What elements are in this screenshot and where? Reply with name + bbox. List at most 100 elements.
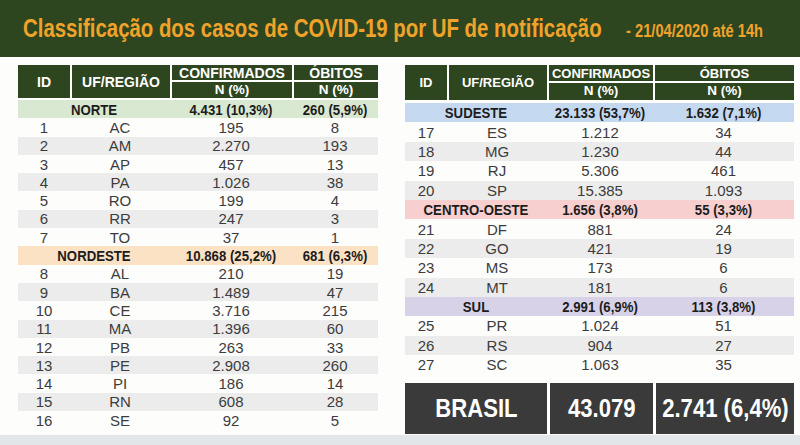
cell-id: 4 [18, 174, 70, 191]
brasil-confirmados: 43.079 [547, 383, 653, 434]
cell-obitos: 5 [292, 412, 378, 429]
cell-obitos: 60 [292, 320, 378, 337]
title-inner: Classificação dos casos de COVID-19 por … [23, 14, 763, 43]
cell-confirmados: 199 [170, 192, 292, 209]
col-header-confirmados-label: CONFIRMADOS [549, 65, 653, 83]
table-row: 27SC1.06335 [405, 355, 794, 374]
col-header-obitos: ÓBITOS N (%) [292, 65, 378, 98]
table-row: 16SE925 [18, 411, 378, 429]
cell-id: 24 [405, 279, 447, 296]
region-obitos: 113 (3,8%) [661, 298, 785, 315]
table-row: 10CE3.716215 [18, 301, 378, 319]
region-row-norte: NORTE4.431 (10,3%)260 (5,9%) [18, 100, 378, 118]
table-row: 4PA1.02638 [18, 173, 378, 191]
cell-uf: PB [70, 339, 170, 356]
cell-id: 6 [18, 210, 70, 227]
cell-id: 8 [18, 265, 70, 282]
cell-confirmados: 457 [170, 156, 292, 173]
brasil-label-text: BRASIL [435, 393, 517, 424]
cell-confirmados: 1.396 [170, 320, 292, 337]
cell-id: 21 [405, 221, 447, 238]
cell-obitos: 24 [653, 221, 794, 238]
cell-confirmados: 2.908 [170, 357, 292, 374]
region-row-sul: SUL2.991 (6,9%)113 (3,8%) [405, 297, 794, 316]
cell-id: 25 [405, 317, 447, 334]
cell-id: 3 [18, 156, 70, 173]
table-row: 23MS1736 [405, 258, 794, 277]
table-row: 1AC1958 [18, 118, 378, 136]
table-row: 14PI18614 [18, 374, 378, 392]
cell-id: 19 [405, 162, 447, 179]
cell-confirmados: 181 [547, 279, 653, 296]
cell-id: 27 [405, 356, 447, 373]
cell-id: 18 [405, 143, 447, 160]
cell-uf: RR [70, 210, 170, 227]
table-row: 18MG1.23044 [405, 142, 794, 161]
cell-id: 11 [18, 320, 70, 337]
table-row: 9BA1.48947 [18, 283, 378, 301]
cell-uf: SC [447, 356, 547, 373]
col-header-obitos-label: ÓBITOS [294, 65, 378, 82]
cell-obitos: 33 [292, 339, 378, 356]
cell-obitos: 19 [292, 265, 378, 282]
cell-obitos: 34 [653, 124, 794, 141]
cell-confirmados: 1.026 [170, 174, 292, 191]
table-left-header: ID UF/REGIÃO CONFIRMADOS N (%) ÓBITOS N … [18, 65, 378, 98]
table-row: 17ES1.21234 [405, 122, 794, 141]
cell-id: 14 [18, 375, 70, 392]
cell-confirmados: 247 [170, 210, 292, 227]
cell-obitos: 28 [292, 393, 378, 410]
col-header-confirmados: CONFIRMADOS N (%) [547, 65, 653, 100]
cell-confirmados: 3.716 [170, 302, 292, 319]
col-header-obitos-sub: N (%) [655, 83, 794, 98]
table-row: 2AM2.270193 [18, 137, 378, 155]
cell-obitos: 3 [292, 210, 378, 227]
table-left-body: NORTE4.431 (10,3%)260 (5,9%)1AC19582AM2.… [18, 100, 378, 429]
cell-obitos: 215 [292, 302, 378, 319]
page: Classificação dos casos de COVID-19 por … [0, 0, 800, 445]
col-header-id: ID [18, 65, 70, 98]
table-row: 25PR1.02451 [405, 316, 794, 335]
col-header-uf-regiao: UF/REGIÃO [70, 65, 170, 98]
region-obitos: 681 (6,3%) [297, 247, 373, 264]
cell-obitos: 260 [292, 357, 378, 374]
cell-confirmados: 15.385 [547, 182, 653, 199]
table-right-body: SUDESTE23.133 (53,7%)1.632 (7,1%)17ES1.2… [405, 103, 794, 374]
cell-id: 10 [18, 302, 70, 319]
cell-confirmados: 1.230 [547, 143, 653, 160]
cell-obitos: 38 [292, 174, 378, 191]
cell-uf: GO [447, 240, 547, 257]
cell-id: 23 [405, 259, 447, 276]
table-row: 26RS90427 [405, 336, 794, 355]
cell-uf: MT [447, 279, 547, 296]
region-row-nordeste: NORDESTE10.868 (25,2%)681 (6,3%) [18, 246, 378, 264]
table-row: 11MA1.39660 [18, 320, 378, 338]
cell-confirmados: 186 [170, 375, 292, 392]
title-bar: Classificação dos casos de COVID-19 por … [0, 0, 800, 57]
table-row: 21DF88124 [405, 219, 794, 238]
region-confirmados: 2.991 (6,9%) [553, 298, 646, 315]
cell-id: 1 [18, 119, 70, 136]
cell-confirmados: 195 [170, 119, 292, 136]
region-row-centro-oeste: CENTRO-OESTE1.656 (3,8%)55 (3,3%) [405, 200, 794, 219]
cell-confirmados: 37 [170, 229, 292, 246]
region-confirmados: 10.868 (25,2%) [177, 247, 284, 264]
cell-id: 7 [18, 229, 70, 246]
cell-id: 22 [405, 240, 447, 257]
cell-uf: MA [70, 320, 170, 337]
cell-confirmados: 210 [170, 265, 292, 282]
cell-id: 9 [18, 284, 70, 301]
cell-obitos: 35 [653, 356, 794, 373]
cell-uf: AP [70, 156, 170, 173]
cell-confirmados: 608 [170, 393, 292, 410]
table-row: 22GO42119 [405, 239, 794, 258]
region-confirmados: 1.656 (3,8%) [553, 201, 646, 218]
cell-uf: RJ [447, 162, 547, 179]
table-row: 5RO1994 [18, 191, 378, 209]
col-header-confirmados-sub: N (%) [549, 83, 653, 98]
table-row: 15RN60828 [18, 393, 378, 411]
cell-obitos: 193 [292, 137, 378, 154]
cell-uf: MG [447, 143, 547, 160]
cell-uf: PE [70, 357, 170, 374]
cell-uf: MS [447, 259, 547, 276]
